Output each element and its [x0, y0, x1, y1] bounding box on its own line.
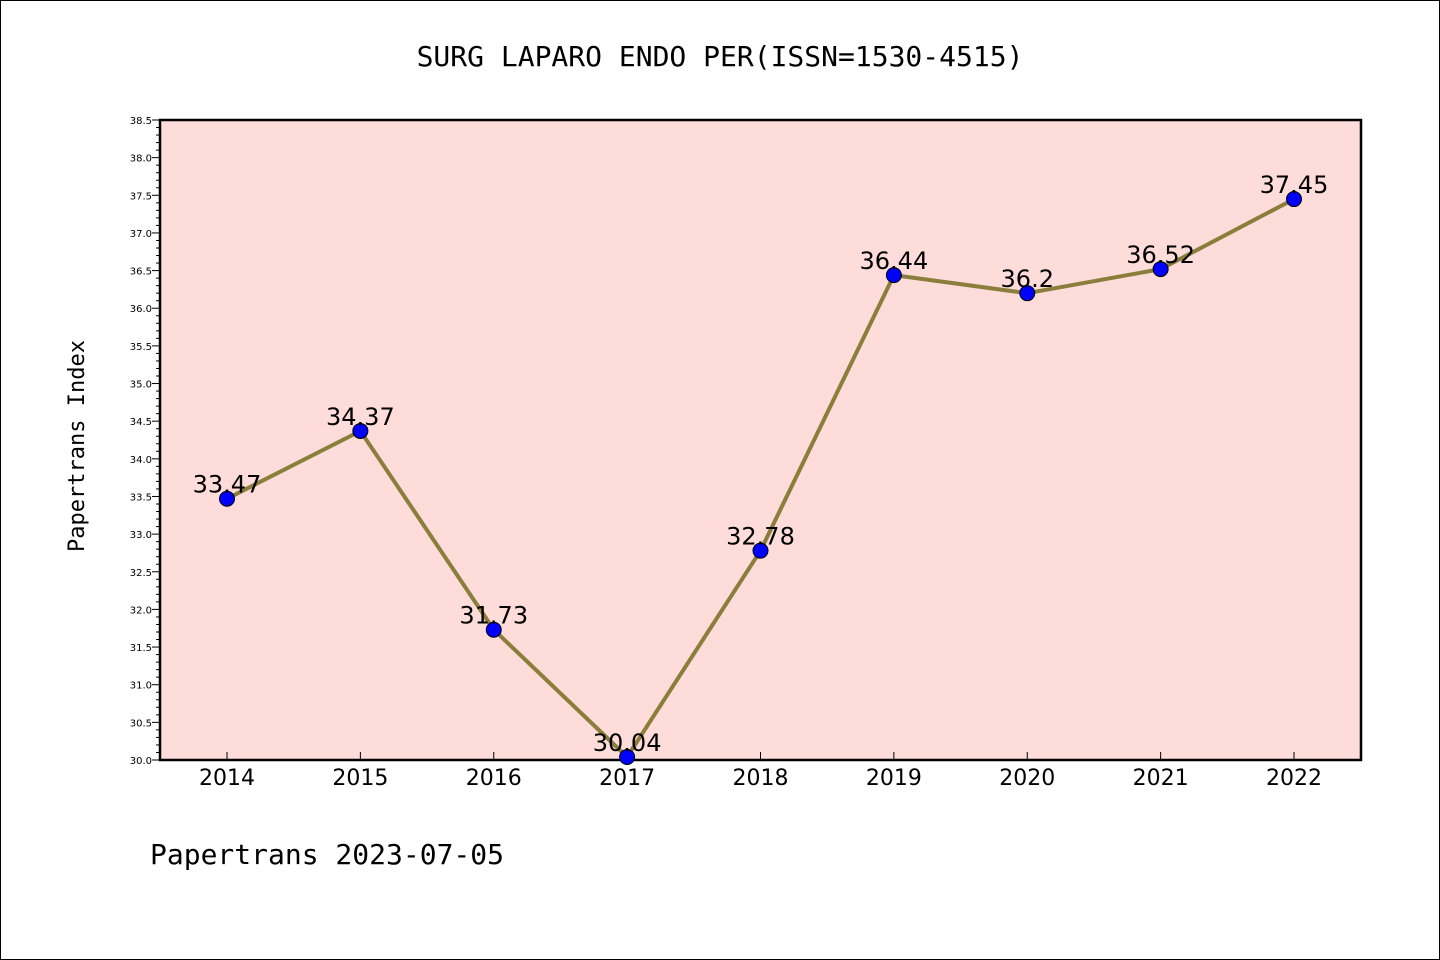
y-tick-label: 32.5	[130, 568, 152, 579]
y-tick-label: 34.5	[130, 417, 152, 428]
y-tick-label: 30.0	[130, 756, 152, 767]
data-point-2017	[619, 748, 636, 765]
data-label-2014: 33.47	[193, 471, 262, 499]
data-label-2018: 32.78	[726, 523, 795, 551]
x-tick-label: 2021	[1133, 766, 1189, 791]
data-markers	[219, 191, 1302, 765]
data-point-2021	[1152, 261, 1169, 278]
data-point-2016	[485, 621, 502, 638]
x-tick-label: 2014	[199, 766, 255, 791]
x-tick-label: 2019	[866, 766, 922, 791]
data-label-2022: 37.45	[1260, 171, 1329, 199]
data-point-2015	[352, 422, 369, 439]
data-point-2014	[219, 490, 235, 507]
data-label-2017: 30.04	[593, 729, 662, 757]
data-label-2020: 36.2	[1001, 265, 1054, 293]
x-tick-label: 2015	[332, 766, 388, 791]
y-tick-label: 37.0	[130, 229, 152, 240]
y-tick-label: 31.5	[130, 643, 152, 654]
y-axis: 30.0 30.5 31.0 31.5 32.0 32.5 33.0 33.5 34.0 34.5…	[130, 116, 160, 767]
x-tick-label: 2022	[1266, 766, 1322, 791]
data-point-2022	[1286, 191, 1302, 208]
data-point-2020	[1019, 285, 1036, 302]
y-tick-label: 33.0	[130, 530, 152, 541]
chart-title: SURG LAPARO ENDO PER(ISSN=1530-4515)	[417, 40, 1024, 73]
x-axis: 2014 2015 2016 2017 2018 2019 2020 2021 2022	[199, 752, 1322, 791]
y-tick-label: 35.5	[130, 342, 152, 353]
y-tick-label: 36.5	[130, 267, 152, 278]
y-tick-label: 38.5	[130, 116, 152, 127]
data-label-2019: 36.44	[860, 247, 929, 275]
y-tick-label: 37.5	[130, 191, 152, 202]
data-point-2018	[752, 542, 769, 559]
data-label-2015: 34.37	[326, 403, 395, 431]
y-tick-label: 38.0	[130, 154, 152, 165]
y-tick-label: 34.0	[130, 455, 152, 466]
y-tick-label: 30.5	[130, 718, 152, 729]
y-tick-label: 31.0	[130, 681, 152, 692]
y-tick-label: 32.0	[130, 605, 152, 616]
y-tick-label: 35.0	[130, 380, 152, 391]
x-tick-label: 2016	[466, 766, 522, 791]
plot-area	[158, 118, 1363, 762]
data-labels: 33.47 34.37 31.73 30.04 32.78 36.44 36.2 36.52 3…	[193, 171, 1329, 757]
y-tick-label: 36.0	[130, 304, 152, 315]
x-tick-label: 2017	[599, 766, 655, 791]
data-point-2019	[885, 267, 902, 284]
x-tick-label: 2020	[999, 766, 1055, 791]
footer-date: Papertrans 2023-07-05	[150, 838, 504, 871]
data-label-2021: 36.52	[1126, 241, 1195, 269]
x-tick-label: 2018	[733, 766, 789, 791]
y-tick-label: 33.5	[130, 492, 152, 503]
y-axis-label: Papertrans Index	[65, 340, 90, 552]
data-label-2016: 31.73	[459, 602, 528, 630]
